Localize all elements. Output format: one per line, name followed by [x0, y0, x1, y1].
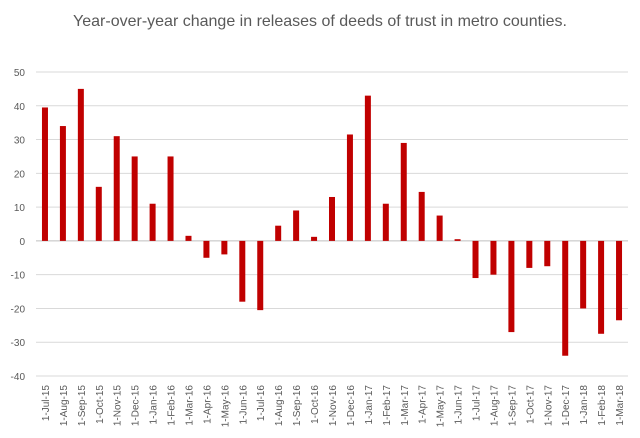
x-tick-label: 1-Sep-16: [292, 385, 303, 427]
x-tick-label: 1-Feb-16: [167, 385, 178, 426]
y-tick-label: -20: [11, 304, 26, 315]
bar: [95, 186, 102, 241]
x-tick-label: 1-Apr-17: [418, 385, 429, 424]
x-tick-label: 1-Oct-16: [310, 385, 321, 424]
y-axis-ticks: -40 -30 -20 -10 0 10 20 30 40 50: [11, 68, 26, 383]
bar: [239, 240, 246, 302]
x-tick-label: 1-Nov-16: [328, 385, 339, 427]
chart-title: Year-over-year change in releases of dee…: [73, 13, 567, 30]
bar: [311, 236, 318, 241]
x-tick-label: 1-Feb-17: [382, 385, 393, 426]
x-tick-label: 1-Mar-18: [615, 385, 626, 426]
x-tick-label: 1-Jul-15: [41, 385, 52, 422]
bar: [490, 240, 497, 275]
x-tick-label: 1-Jul-17: [472, 385, 483, 422]
y-tick-label: 20: [14, 169, 26, 180]
bar: [257, 240, 264, 311]
x-tick-label: 1-Jun-17: [454, 385, 465, 425]
bar: [346, 134, 353, 241]
x-tick-label: 1-Jan-18: [579, 385, 590, 425]
x-tick-label: 1-Aug-15: [59, 385, 70, 427]
bar: [418, 191, 425, 241]
bar: [562, 240, 569, 356]
bar: [598, 240, 605, 334]
x-tick-label: 1-Jan-16: [149, 385, 160, 425]
x-axis-ticks: 1-Jul-15 1-Aug-15 1-Sep-15 1-Oct-15 1-Nov-15…: [41, 385, 626, 428]
bar: [616, 240, 623, 321]
y-tick-label: 10: [14, 203, 26, 214]
x-tick-label: 1-Sep-15: [77, 385, 88, 427]
bar: [149, 203, 156, 241]
x-tick-label: 1-Nov-17: [543, 385, 554, 427]
x-tick-label: 1-Aug-16: [274, 385, 285, 427]
x-tick-label: 1-Oct-17: [525, 385, 536, 424]
x-tick-label: 1-Aug-17: [489, 385, 500, 427]
x-tick-label: 1-May-17: [436, 385, 447, 428]
x-tick-label: 1-Jan-17: [364, 385, 375, 425]
x-tick-label: 1-Dec-17: [561, 385, 572, 427]
y-tick-label: -30: [11, 338, 26, 349]
bar: [77, 88, 84, 241]
x-tick-label: 1-Oct-15: [95, 385, 106, 424]
x-tick-label: 1-Jul-16: [256, 385, 267, 422]
bar: [113, 136, 120, 241]
bar: [472, 240, 479, 279]
bar: [221, 240, 228, 255]
bar: [293, 210, 300, 241]
bar: [454, 239, 461, 241]
bar: [526, 240, 533, 268]
x-tick-label: 1-Mar-17: [400, 385, 411, 426]
bar: [131, 156, 138, 241]
x-tick-label: 1-Nov-15: [113, 385, 124, 427]
y-tick-label: -40: [11, 372, 26, 383]
bar: [508, 240, 515, 333]
x-tick-label: 1-Sep-17: [507, 385, 518, 427]
y-tick-label: 30: [14, 136, 26, 147]
bar: [41, 107, 48, 241]
bar: [364, 95, 371, 241]
x-tick-label: 1-Mar-16: [184, 385, 195, 426]
bar: [436, 215, 443, 241]
bar: [580, 240, 587, 309]
x-tick-label: 1-Feb-18: [597, 385, 608, 426]
y-tick-label: 0: [19, 237, 25, 248]
bar: [167, 156, 174, 241]
x-tick-label: 1-Dec-15: [131, 385, 142, 427]
y-tick-label: 50: [14, 68, 26, 79]
bar: [400, 142, 407, 241]
bar: [185, 235, 192, 241]
bar: [544, 240, 551, 267]
x-tick-label: 1-Jun-16: [238, 385, 249, 425]
y-tick-label: -10: [11, 271, 26, 282]
y-tick-label: 40: [14, 102, 26, 113]
bar: [329, 196, 335, 241]
bar: [275, 225, 282, 241]
bar: [59, 126, 66, 241]
x-tick-label: 1-Apr-16: [202, 385, 213, 424]
bar: [203, 240, 210, 258]
x-tick-label: 1-May-16: [220, 385, 231, 428]
x-tick-label: 1-Dec-16: [346, 385, 357, 427]
bars: [41, 88, 623, 356]
bar: [382, 203, 389, 241]
